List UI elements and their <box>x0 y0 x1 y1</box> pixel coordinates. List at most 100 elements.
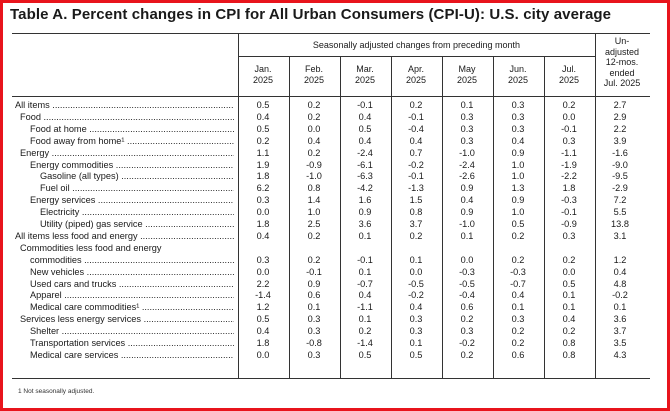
cell-value: 0.4 <box>562 314 576 325</box>
cell-value: 0.3 <box>562 135 576 146</box>
cell-value: 0.3 <box>307 349 321 360</box>
cell-value: 0.9 <box>511 147 525 158</box>
cell-value: 0.1 <box>409 254 423 265</box>
column-rule <box>595 34 596 378</box>
cell-value: -1.4 <box>357 338 373 348</box>
cell-value: -1.9 <box>561 159 577 170</box>
month-header: Feb. 2025 <box>289 64 339 86</box>
cell-value: 0.1 <box>358 266 372 277</box>
cell-value: 4.3 <box>613 349 627 360</box>
unadjusted-header-line: adjusted <box>604 46 640 57</box>
cell-value: 1.8 <box>256 171 270 182</box>
cell-value: 0.1 <box>409 338 423 348</box>
cell-value: -0.1 <box>357 254 373 265</box>
cell-value: 0.3 <box>307 326 321 337</box>
cell-value: 0.2 <box>460 349 474 360</box>
cell-value: -1.4 <box>255 290 271 301</box>
cell-value: 0.3 <box>460 123 474 134</box>
cell-value: 0.0 <box>562 111 576 122</box>
column-rule <box>493 56 494 378</box>
unadjusted-header-line: 12-mos. <box>605 57 639 67</box>
cell-value: 0.1 <box>460 230 474 241</box>
cell-value: 0.4 <box>460 195 474 206</box>
cell-value: -1.0 <box>459 147 475 158</box>
cell-value: 13.8 <box>611 219 629 229</box>
cell-value: 3.7 <box>613 326 627 337</box>
month-header: Apr. 2025 <box>391 64 441 86</box>
cell-value: 0.3 <box>256 195 270 206</box>
cell-value: 0.3 <box>460 111 474 122</box>
cell-value: 0.4 <box>409 302 423 313</box>
month-name: May <box>458 64 476 74</box>
cell-value: -6.3 <box>357 171 373 182</box>
cell-value: 0.2 <box>511 254 525 265</box>
month-header: Jun. 2025 <box>493 64 543 86</box>
row-label: Commodities less food and energy <box>20 242 162 253</box>
cell-value: 0.3 <box>307 314 321 325</box>
month-year: 2025 <box>558 75 580 85</box>
month-header: May 2025 <box>442 64 492 86</box>
month-year: 2025 <box>303 75 325 85</box>
column-rule <box>442 56 443 378</box>
cell-value: 1.8 <box>256 219 270 229</box>
cell-value: 0.9 <box>460 183 474 194</box>
cell-value: 0.4 <box>409 135 423 146</box>
cell-value: -2.4 <box>459 159 475 170</box>
row-label: Energy services ........................… <box>30 195 234 206</box>
cell-value: -0.4 <box>459 290 475 301</box>
cell-value: 0.3 <box>460 135 474 146</box>
cell-value: 1.6 <box>358 195 372 206</box>
row-label: Utility (piped) gas service ............… <box>40 219 234 229</box>
row-label: Food ...................................… <box>20 111 234 122</box>
row-label: Shelter ................................… <box>30 326 234 337</box>
cell-value: 0.0 <box>256 349 270 360</box>
cell-value: -0.5 <box>408 278 424 289</box>
cell-value: 3.1 <box>613 230 627 241</box>
cell-value: -4.2 <box>357 183 373 194</box>
cell-value: -0.1 <box>408 111 424 122</box>
cell-value: 0.2 <box>307 100 321 110</box>
row-label: Medical care services ..................… <box>30 349 234 360</box>
row-label: Food away from home¹ ...................… <box>30 135 234 146</box>
cell-value: 0.5 <box>256 100 270 110</box>
cell-value: 3.5 <box>613 338 627 348</box>
cell-value: 0.4 <box>256 326 270 337</box>
cell-value: 5.5 <box>613 207 627 218</box>
cell-value: 0.0 <box>307 123 321 134</box>
cell-value: 0.2 <box>460 314 474 325</box>
row-label-continued: commodities ............................… <box>30 254 234 265</box>
cell-value: -0.1 <box>408 171 424 182</box>
cell-value: -0.9 <box>306 159 322 170</box>
cell-value: 0.9 <box>358 207 372 218</box>
cell-value: 0.3 <box>511 111 525 122</box>
month-name: Apr. <box>407 64 424 74</box>
month-year: 2025 <box>507 75 529 85</box>
cell-value: 0.2 <box>409 230 423 241</box>
cell-value: -0.1 <box>306 266 322 277</box>
cell-value: 0.2 <box>562 326 576 337</box>
table-title: Table A. Percent changes in CPI for All … <box>10 6 612 23</box>
cell-value: -0.8 <box>306 338 322 348</box>
cell-value: 1.9 <box>256 159 270 170</box>
unadjusted-header-line: ended <box>609 67 635 78</box>
cell-value: -1.6 <box>612 147 628 158</box>
cell-value: 0.2 <box>256 135 270 146</box>
month-year: 2025 <box>456 75 478 85</box>
column-rule <box>238 34 239 378</box>
row-label: Medical care commodities¹ ..............… <box>30 302 234 313</box>
cell-value: 0.1 <box>562 290 576 301</box>
month-name: Jun. <box>509 64 527 74</box>
cell-value: 1.3 <box>511 183 525 194</box>
month-header: Jul. 2025 <box>544 64 594 86</box>
cell-value: 0.5 <box>562 278 576 289</box>
cell-value: -0.3 <box>561 195 577 206</box>
header-rule <box>12 96 650 97</box>
month-name: Jan. <box>254 64 272 74</box>
row-label: Electricity ............................… <box>40 207 234 218</box>
cell-value: -1.3 <box>408 183 424 194</box>
cell-value: 0.7 <box>409 147 423 158</box>
cell-value: 0.4 <box>256 230 270 241</box>
cell-value: 0.1 <box>460 100 474 110</box>
month-name: Feb. <box>304 64 323 74</box>
cell-value: 1.4 <box>307 195 321 206</box>
